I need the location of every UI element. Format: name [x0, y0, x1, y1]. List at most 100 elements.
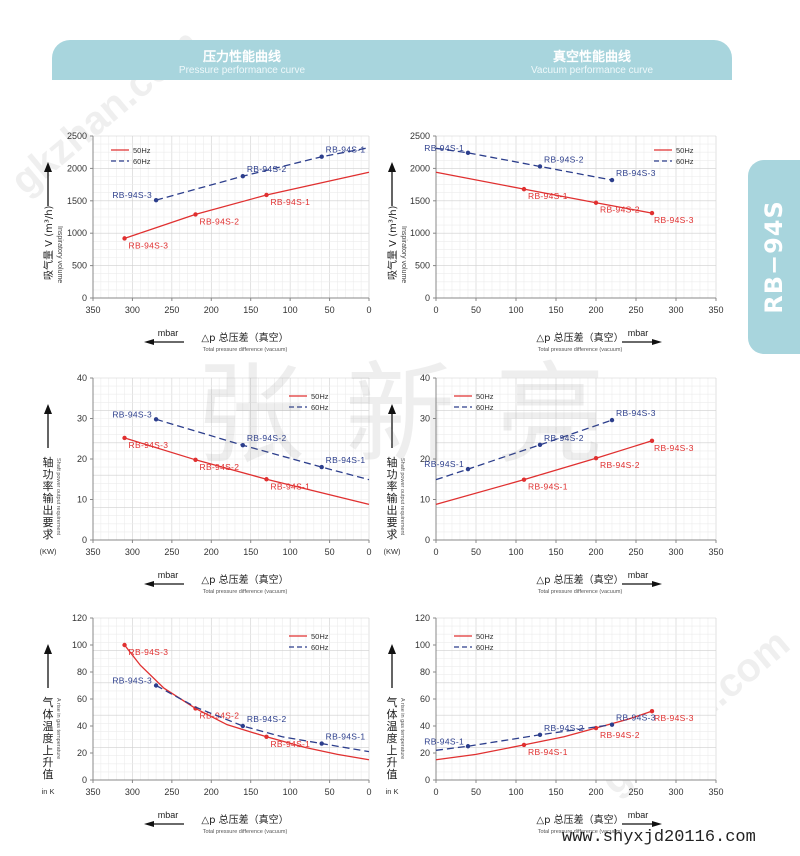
x-axis-arrowhead-icon [144, 581, 154, 587]
y-axis-label-char: 升 [387, 756, 398, 769]
data-label: RB-94S-3 [616, 168, 656, 178]
data-point [521, 477, 527, 482]
y-tick-label: 0 [425, 293, 430, 303]
y-axis-label-char: 输 [387, 491, 398, 505]
plot-area: 0 10 20 30 40 350 300 250 200 150 100 50 0 RB-94S-3 RB… [39, 373, 371, 595]
legend-label: 50Hz [311, 632, 329, 641]
x-tick-label: 150 [548, 305, 563, 315]
model-name: RB−94S [760, 200, 788, 314]
y-axis-label-char: 轴 [387, 455, 398, 469]
data-point [319, 741, 324, 746]
y-tick-label: 60 [77, 694, 87, 704]
data-point [264, 734, 269, 739]
data-label: RB-94S-2 [600, 730, 640, 740]
y-tick-label: 100 [415, 640, 430, 650]
data-point [609, 177, 615, 183]
data-point [122, 642, 127, 648]
data-label: RB-94S-1 [424, 459, 464, 469]
y-axis-label-char: 度 [387, 731, 398, 745]
series-line-60hz [435, 147, 613, 181]
plot-area: 0 20 40 60 80 100 120 350 300 250 200 150 100 50 0 RB-9… [42, 613, 372, 835]
x-axis-unit: mbar [628, 570, 649, 580]
x-axis-sublabel: Total pressure difference (vacuum) [538, 347, 623, 353]
x-axis-sublabel: Total pressure difference (vacuum) [538, 829, 623, 835]
y-tick-label: 120 [415, 613, 430, 623]
x-axis-label: △p 总压差（真空） [201, 573, 288, 586]
banner-pressure: 压力性能曲线 Pressure performance curve [112, 40, 372, 76]
x-tick-label: 350 [85, 305, 100, 315]
x-tick-label: 350 [85, 547, 100, 557]
x-tick-label: 50 [325, 787, 335, 797]
x-axis-unit: mbar [158, 810, 179, 820]
data-label: RB-94S-3 [129, 440, 169, 450]
data-point [319, 154, 324, 159]
y-tick-label: 40 [77, 373, 87, 383]
x-tick-label: 50 [325, 547, 335, 557]
x-tick-label: 200 [204, 787, 219, 797]
data-label: RB-94S-1 [424, 736, 464, 746]
data-point [193, 457, 198, 463]
series-line-60hz [435, 419, 613, 481]
x-axis-label: △p 总压差（真空） [536, 813, 623, 826]
y-axis-label: 吸气量 V (m³/h) [386, 205, 399, 280]
data-label: RB-94S-3 [129, 647, 169, 657]
y-tick-label: 30 [77, 414, 87, 424]
x-tick-label: 200 [204, 547, 219, 557]
y-tick-label: 20 [420, 454, 430, 464]
data-point [153, 417, 159, 422]
y-axis-label-char: 体 [43, 707, 54, 721]
y-axis-arrowhead-icon [388, 644, 396, 654]
y-axis-arrowhead-icon [388, 162, 396, 172]
data-point [465, 744, 471, 749]
y-tick-label: 0 [82, 293, 87, 303]
x-tick-label: 100 [283, 547, 298, 557]
y-axis-unit: (KW) [383, 547, 401, 556]
x-axis-sublabel: Total pressure difference (vacuum) [203, 829, 288, 835]
x-tick-label: 0 [366, 547, 371, 557]
y-tick-label: 0 [425, 775, 430, 785]
x-tick-label: 50 [471, 305, 481, 315]
data-point [122, 236, 127, 241]
data-label: RB-94S-3 [654, 713, 694, 723]
legend-label: 50Hz [311, 392, 329, 401]
x-tick-label: 350 [708, 787, 723, 797]
y-tick-label: 1500 [410, 196, 430, 206]
y-axis-arrowhead-icon [44, 404, 52, 414]
y-axis-label-char: 出 [43, 503, 54, 517]
data-point [537, 442, 543, 448]
x-axis-arrowhead-icon [652, 339, 662, 345]
data-point [593, 200, 599, 205]
y-tick-label: 1000 [67, 228, 87, 238]
x-tick-label: 0 [366, 305, 371, 315]
legend-label: 50Hz [476, 392, 494, 401]
y-tick-label: 40 [77, 721, 87, 731]
y-axis-unit: in K [42, 787, 55, 796]
y-axis-arrowhead-icon [388, 404, 396, 414]
y-axis-sublabel: Shaft power output requirement [399, 458, 405, 536]
y-tick-label: 10 [420, 495, 430, 505]
data-point [264, 477, 269, 482]
x-axis-label: △p 总压差（真空） [201, 813, 288, 826]
y-axis-label-char: 升 [43, 756, 54, 769]
x-tick-label: 100 [283, 305, 298, 315]
data-point [649, 210, 655, 216]
series-line-60hz [435, 724, 613, 751]
x-tick-label: 100 [283, 787, 298, 797]
chart-vacuum-power: 0 10 20 30 40 0 50 100 150 200 250 300 350 RB-94S-1 RB… [383, 373, 723, 595]
data-label: RB-94S-2 [544, 154, 584, 164]
x-tick-label: 100 [508, 305, 523, 315]
data-label: RB-94S-1 [326, 732, 366, 742]
x-tick-label: 250 [628, 787, 643, 797]
legend-label: 60Hz [676, 157, 694, 166]
x-tick-label: 0 [433, 547, 438, 557]
chart-pressure-temp: 0 20 40 60 80 100 120 350 300 250 200 150 100 50 0 RB-9… [42, 613, 372, 835]
y-axis-label-char: 出 [387, 503, 398, 517]
x-tick-label: 200 [588, 787, 603, 797]
y-axis-sublabel: A rise in gas temperature [399, 698, 405, 759]
data-point [609, 722, 615, 727]
data-label: RB-94S-3 [112, 409, 152, 419]
plot-area: 0 10 20 30 40 0 50 100 150 200 250 300 350 RB-94S-1 RB… [383, 373, 723, 595]
legend-label: 60Hz [311, 403, 329, 412]
y-axis-label-char: 功 [43, 468, 54, 481]
